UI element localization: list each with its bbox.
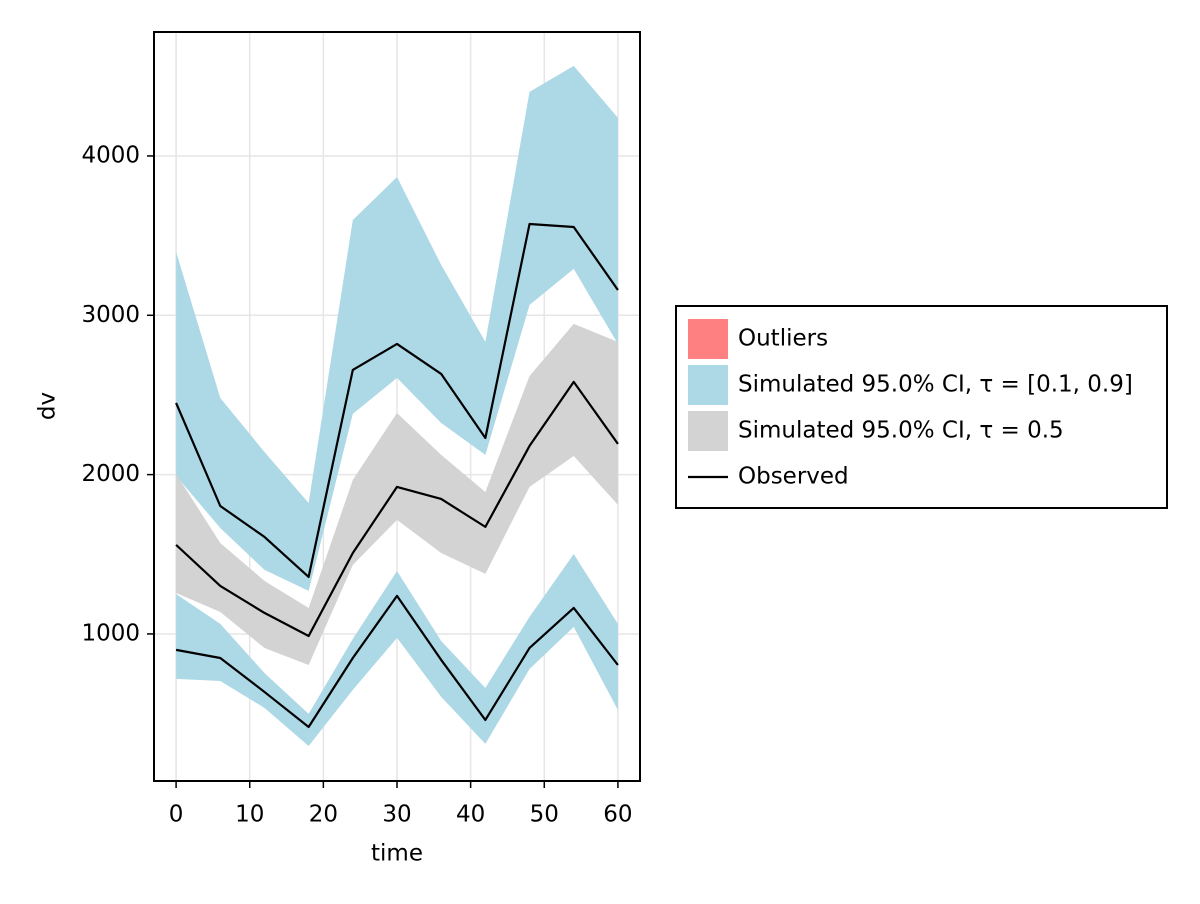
ci-band bbox=[176, 553, 618, 746]
observed-line bbox=[175, 594, 619, 729]
legend-label: Outliers bbox=[738, 326, 828, 352]
legend-swatch bbox=[688, 411, 728, 451]
ci-band bbox=[176, 323, 618, 666]
ci-band bbox=[176, 65, 618, 591]
x-tick-label: 50 bbox=[530, 802, 559, 828]
x-tick-label: 0 bbox=[169, 802, 184, 828]
legend-frame bbox=[675, 305, 1168, 509]
y-tick-label: 2000 bbox=[81, 461, 140, 487]
plot-area bbox=[154, 32, 640, 781]
x-axis-label: time bbox=[371, 841, 423, 867]
legend-label: Observed bbox=[738, 464, 849, 490]
y-axis-label: dv bbox=[35, 392, 61, 420]
legend-swatch bbox=[688, 365, 728, 405]
legend-label: Simulated 95.0% CI, τ = 0.5 bbox=[738, 418, 1064, 444]
legend-label: Simulated 95.0% CI, τ = [0.1, 0.9] bbox=[738, 372, 1133, 398]
y-tick-label: 4000 bbox=[81, 142, 140, 168]
observed-line bbox=[175, 222, 619, 579]
x-tick-label: 30 bbox=[382, 802, 411, 828]
observed-line bbox=[175, 380, 619, 638]
y-tick-label: 3000 bbox=[81, 302, 140, 328]
x-tick-label: 40 bbox=[456, 802, 485, 828]
x-tick-label: 20 bbox=[309, 802, 338, 828]
x-tick-label: 10 bbox=[235, 802, 264, 828]
y-tick-label: 1000 bbox=[81, 620, 140, 646]
x-tick-label: 60 bbox=[603, 802, 632, 828]
legend-swatch bbox=[688, 319, 728, 359]
